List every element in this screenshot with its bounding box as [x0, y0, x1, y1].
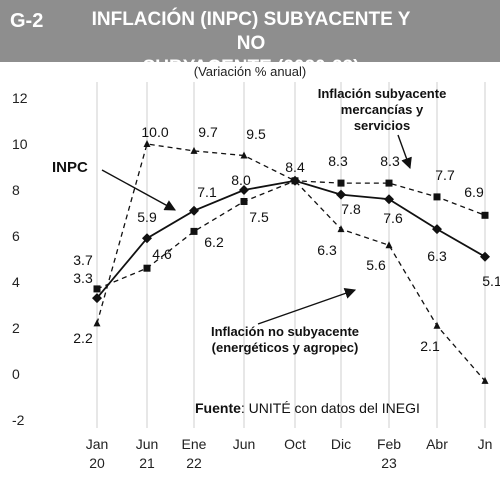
marker-subyacente [93, 285, 101, 293]
marker-no_subyacente [93, 319, 101, 327]
data-label: 8.3 [380, 153, 400, 169]
y-tick-label: 4 [12, 274, 20, 290]
marker-inpc [384, 194, 394, 205]
y-tick-label: 8 [12, 182, 20, 198]
data-label: 7.1 [197, 184, 217, 200]
data-label: 2.1 [420, 338, 440, 354]
annotation-inpc: INPC [52, 159, 88, 176]
data-label: 5.1 [482, 273, 500, 289]
data-label: 8.0 [231, 172, 251, 188]
marker-subyacente [433, 193, 441, 201]
data-label: 7.8 [341, 201, 361, 217]
y-tick-label: 12 [12, 90, 28, 106]
annotation-subyacente-line-2: mercancías y [341, 102, 424, 117]
marker-no_subyacente [433, 321, 441, 329]
data-label: 10.0 [141, 124, 168, 140]
x-tick-label: Oct [284, 436, 306, 452]
x-tick-label: Abr [426, 436, 448, 452]
chart-title-line-2: SUBYACENTE (2020-23) [142, 57, 360, 78]
marker-inpc [142, 233, 152, 244]
data-label: 8.3 [328, 153, 348, 169]
data-label: 9.7 [198, 124, 218, 140]
chart-title-line-1: INFLACIÓN (INPC) SUBYACENTE Y NO [91, 9, 411, 54]
x-tick-label-year: 21 [139, 455, 155, 471]
marker-inpc [480, 251, 490, 262]
data-label: 5.9 [137, 209, 157, 225]
marker-inpc [189, 205, 199, 216]
marker-subyacente [481, 211, 489, 219]
marker-no_subyacente [143, 140, 151, 147]
annotation-subyacente-line-3: servicios [354, 118, 410, 133]
annotation-no-subyacente-line-1: Inflación no subyacente [211, 324, 359, 339]
x-axis-ticks: Jan 20 Jun 21 Ene 22 Jun Oct Dic Feb 23 Abr Jn [86, 436, 493, 471]
series-line-subyacente [96, 180, 486, 290]
x-tick-label: Jn [478, 436, 493, 452]
data-label: 8.4 [285, 159, 305, 175]
x-tick-label: Jun [136, 436, 159, 452]
y-tick-label: 0 [12, 366, 20, 382]
source-note-rest: : UNITÉ con datos del INEGI [241, 400, 420, 416]
title-banner: G-2 INFLACIÓN (INPC) SUBYACENTE Y NO SUB… [0, 0, 500, 78]
x-tick-label: Dic [331, 436, 351, 452]
data-label: 6.3 [427, 248, 447, 264]
marker-inpc [432, 224, 442, 235]
y-tick-label: 2 [12, 320, 20, 336]
x-tick-label: Feb [377, 436, 401, 452]
x-tick-label: Jan [86, 436, 109, 452]
data-label: 6.3 [317, 242, 337, 258]
y-tick-label: 10 [12, 136, 28, 152]
marker-subyacente [190, 227, 198, 235]
figure-code: G-2 [10, 10, 44, 32]
marker-inpc [239, 185, 249, 195]
marker-subyacente [240, 198, 248, 205]
x-tick-label-year: 22 [186, 455, 202, 471]
data-labels: 3.7 3.3 2.2 10.0 5.9 4.6 9.7 7.1 6.2 9.5 8.0 7.5 8.4… [73, 124, 500, 354]
arrow-no-subyacente [257, 288, 357, 325]
source-note: Fuente: UNITÉ con datos del INEGI [195, 400, 420, 416]
data-label: 7.7 [435, 167, 455, 183]
marker-no_subyacente [337, 225, 345, 233]
data-label: 2.2 [73, 330, 93, 346]
arrow-inpc [101, 169, 176, 211]
data-label: 4.6 [152, 246, 172, 262]
annotation-no-subyacente-line-2: (energéticos y agropec) [212, 340, 359, 355]
marker-no_subyacente [481, 376, 489, 384]
marker-subyacente [385, 179, 393, 187]
data-label: 7.5 [249, 209, 269, 225]
series-no_subyacente [93, 140, 489, 384]
series-line-no_subyacente [96, 143, 486, 382]
data-label: 5.6 [366, 257, 386, 273]
data-label: 3.7 [73, 252, 93, 268]
x-tick-label: Ene [182, 436, 207, 452]
marker-subyacente [143, 264, 151, 272]
y-tick-label: 6 [12, 228, 20, 244]
data-label: 3.3 [73, 270, 93, 286]
marker-no_subyacente [291, 176, 299, 184]
gridlines [96, 82, 486, 428]
series-group [92, 140, 490, 384]
x-tick-label: Jun [233, 436, 256, 452]
arrow-subyacente [397, 134, 412, 170]
x-tick-label-year: 23 [381, 455, 397, 471]
data-label: 9.5 [246, 126, 266, 142]
marker-no_subyacente [190, 146, 198, 154]
chart-title: INFLACIÓN (INPC) SUBYACENTE Y NO SUBYACE… [86, 8, 416, 80]
chart-subtitle: (Variación % anual) [193, 64, 307, 79]
source-note-bold: Fuente [195, 400, 241, 416]
marker-no_subyacente [385, 241, 393, 249]
marker-no_subyacente [240, 151, 248, 159]
data-label: 7.6 [383, 210, 403, 226]
y-tick-label: -2 [12, 412, 25, 428]
marker-inpc [92, 293, 102, 304]
data-label: 6.9 [464, 184, 484, 200]
data-label: 6.2 [204, 234, 224, 250]
y-axis-ticks: 12 10 8 6 4 2 0 -2 [12, 90, 28, 428]
annotation-subyacente-line-1: Inflación subyacente [318, 86, 447, 101]
marker-subyacente [337, 179, 345, 187]
x-tick-label-year: 20 [89, 455, 105, 471]
marker-inpc [336, 189, 346, 200]
